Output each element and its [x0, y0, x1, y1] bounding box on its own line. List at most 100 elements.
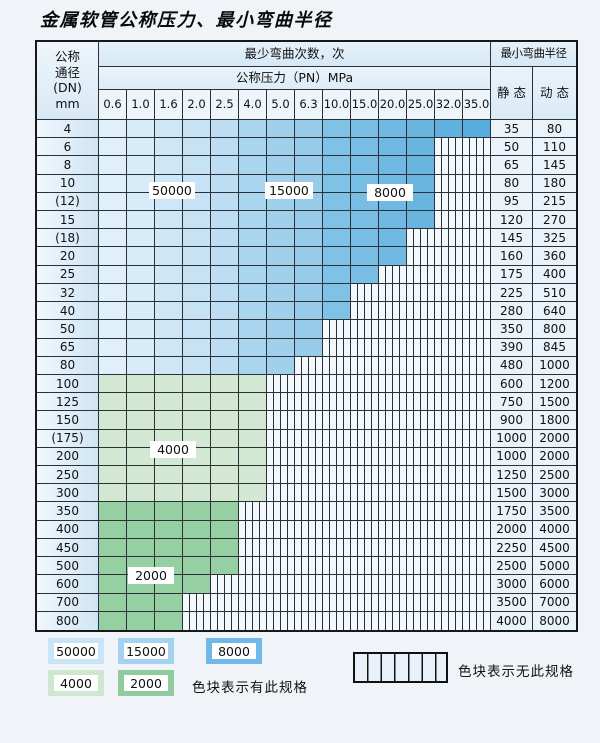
spec-available-cell: [323, 120, 351, 139]
spec-available-cell: [99, 302, 127, 321]
no-spec-cell: [435, 338, 463, 357]
no-spec-cell: [379, 338, 407, 357]
spec-available-cell: [267, 302, 295, 321]
spec-available-cell: [211, 374, 239, 394]
static-radius-value: 95: [491, 192, 533, 212]
spec-available-cell: [211, 265, 239, 284]
spec-available-cell: [99, 393, 127, 412]
spec-available-cell: [463, 120, 491, 139]
spec-available-cell: [295, 283, 323, 303]
spec-available-cell: [155, 120, 183, 139]
static-radius-value: 2500: [491, 557, 533, 576]
static-radius-value: 145: [491, 229, 533, 248]
no-spec-cell: [463, 411, 491, 430]
no-spec-cell: [435, 575, 463, 594]
no-spec-cell: [351, 411, 379, 430]
radius-header: 最小弯曲半径: [491, 42, 576, 67]
legend-swatch: 50000: [48, 638, 104, 664]
spec-available-cell: [155, 211, 183, 230]
no-spec-cell: [463, 557, 491, 576]
no-spec-cell: [295, 502, 323, 521]
spec-available-cell: [351, 156, 379, 175]
spec-available-cell: [127, 211, 155, 230]
dynamic-radius-value: 845: [533, 338, 576, 357]
spec-available-cell: [183, 229, 211, 248]
spec-table: 公称 通径 (DN) mm 最少弯曲次数，次 最小弯曲半径 公称压力（PN）MP…: [35, 40, 578, 632]
no-spec-cell: [267, 538, 295, 558]
dn-cell: 80: [37, 356, 99, 375]
no-spec-cell: [295, 411, 323, 430]
no-spec-cell: [267, 593, 295, 612]
legend-swatch: 4000: [48, 670, 104, 696]
no-spec-cell: [463, 302, 491, 321]
dynamic-radius-value: 3000: [533, 484, 576, 503]
spec-available-cell: [183, 138, 211, 157]
no-spec-cell: [351, 520, 379, 539]
cycle-count-label: 4000: [150, 441, 196, 458]
spec-available-cell: [211, 156, 239, 175]
static-radius-value: 225: [491, 283, 533, 303]
no-spec-cell: [239, 520, 267, 539]
spec-available-cell: [183, 557, 211, 576]
no-spec-cell: [351, 575, 379, 594]
no-spec-cell: [379, 320, 407, 339]
spec-available-cell: [295, 338, 323, 357]
no-spec-cell: [407, 502, 435, 521]
pressure-col-header: 6.3: [295, 90, 323, 120]
spec-available-cell: [323, 174, 351, 193]
no-spec-cell: [379, 393, 407, 412]
spec-available-cell: [295, 302, 323, 321]
spec-available-cell: [267, 338, 295, 357]
spec-available-cell: [267, 138, 295, 157]
no-spec-cell: [435, 374, 463, 394]
static-radius-value: 120: [491, 211, 533, 230]
no-spec-cell: [351, 502, 379, 521]
no-spec-cell: [267, 575, 295, 594]
spec-available-cell: [239, 356, 267, 375]
dn-cell: 6: [37, 138, 99, 157]
no-spec-cell: [463, 174, 491, 193]
spec-available-cell: [239, 484, 267, 503]
pressure-col-header: 25.0: [407, 90, 435, 120]
spec-available-cell: [379, 138, 407, 157]
spec-available-cell: [183, 156, 211, 175]
spec-available-cell: [267, 265, 295, 284]
no-spec-cell: [463, 520, 491, 539]
dynamic-radius-value: 110: [533, 138, 576, 157]
spec-available-cell: [351, 138, 379, 157]
spec-available-cell: [127, 593, 155, 612]
no-spec-cell: [407, 411, 435, 430]
cycle-count-label: 2000: [128, 567, 174, 584]
static-radius-value: 1000: [491, 429, 533, 448]
no-spec-cell: [351, 429, 379, 448]
legend-swatch: 2000: [118, 670, 174, 696]
spec-available-cell: [183, 484, 211, 503]
no-spec-cell: [463, 338, 491, 357]
pressure-col-header: 32.0: [435, 90, 463, 120]
spec-available-cell: [379, 229, 407, 248]
static-radius-value: 80: [491, 174, 533, 193]
pressure-col-header: 4.0: [239, 90, 267, 120]
no-spec-cell: [463, 229, 491, 248]
spec-available-cell: [99, 575, 127, 594]
no-spec-cell: [435, 447, 463, 467]
spec-available-cell: [155, 466, 183, 485]
static-radius-value: 4000: [491, 611, 533, 630]
spec-available-cell: [239, 302, 267, 321]
spec-available-cell: [155, 393, 183, 412]
spec-available-cell: [127, 502, 155, 521]
spec-available-cell: [99, 538, 127, 558]
spec-available-cell: [183, 247, 211, 266]
no-spec-cell: [463, 265, 491, 284]
dn-cell: 350: [37, 502, 99, 521]
dynamic-radius-value: 2000: [533, 429, 576, 448]
no-spec-cell: [267, 411, 295, 430]
no-spec-cell: [267, 466, 295, 485]
no-spec-cell: [239, 502, 267, 521]
no-spec-cell: [323, 593, 351, 612]
no-spec-cell: [407, 302, 435, 321]
spec-available-cell: [155, 156, 183, 175]
spec-available-cell: [127, 302, 155, 321]
spec-available-cell: [183, 211, 211, 230]
spec-available-cell: [211, 429, 239, 448]
